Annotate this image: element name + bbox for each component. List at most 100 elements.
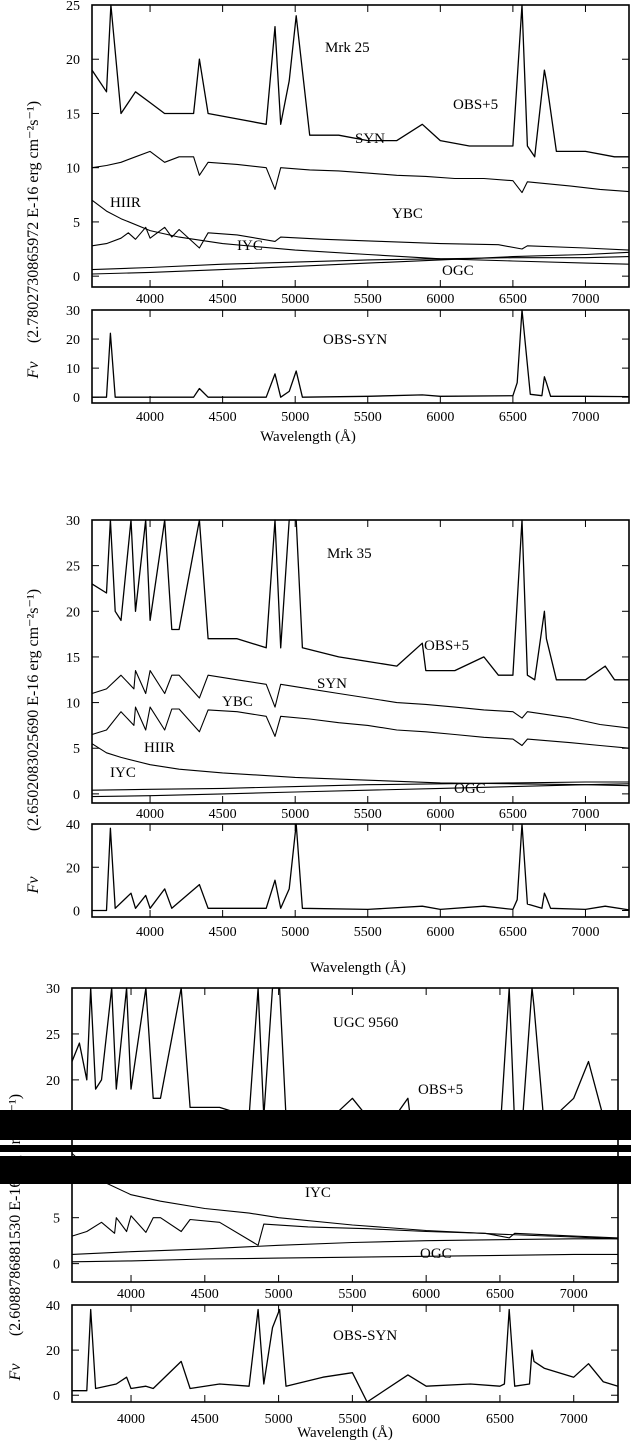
panel-mrk35: 4000 4500 5000 5500 6000 6500 7000 0 5 10 15 20 25 30… bbox=[25, 514, 630, 976]
ugc9560-lower-ytick-label: 40 bbox=[46, 1299, 60, 1314]
mrk25-upper-xtick-label: 4500 bbox=[209, 292, 237, 307]
mrk25-upper-xtick-label: 5000 bbox=[281, 292, 309, 307]
mrk25-upper-series-obs-5 bbox=[91, 4, 629, 158]
mrk25-upper-ytick-label: 20 bbox=[66, 53, 80, 68]
ugc9560-upper-xtick-label: 4500 bbox=[191, 1287, 219, 1302]
mrk35-upper-ytick-label: 30 bbox=[66, 514, 80, 529]
ugc9560-upper-series-ogc bbox=[71, 1253, 618, 1263]
mrk35-title: Mrk 35 bbox=[327, 546, 372, 562]
mrk35-lower-xtick-label: 4000 bbox=[136, 925, 164, 940]
mrk25-lower-xtick-label: 5500 bbox=[354, 410, 382, 425]
mrk25-ogc-label: OGC bbox=[442, 263, 474, 279]
ugc9560-upper-ytick-label: 0 bbox=[53, 1258, 60, 1273]
mrk35-xlabel: Wavelength (Å) bbox=[310, 960, 406, 976]
ugc9560-upper-plot: 4000 4500 5000 5500 6000 6500 7000 0 5 20 25 30 bbox=[46, 982, 619, 1302]
mrk35-syn-label: SYN bbox=[317, 676, 347, 692]
mrk35-upper-ytick-label: 0 bbox=[73, 788, 80, 803]
mrk35-upper-xtick-label: 6000 bbox=[426, 807, 454, 822]
ugc9560-upper-xtick-label: 5000 bbox=[265, 1287, 293, 1302]
mrk35-lower-xtick-label: 6000 bbox=[426, 925, 454, 940]
mrk25-upper-series-ogc bbox=[91, 251, 630, 275]
mrk35-lower-xtick-label: 6500 bbox=[499, 925, 527, 940]
mrk35-upper-ytick-label: 10 bbox=[66, 697, 80, 712]
mrk25-ybc-label: YBC bbox=[392, 206, 423, 222]
mrk25-lower-ytick-label: 30 bbox=[66, 304, 80, 319]
ugc9560-upper-ytick-label: 25 bbox=[46, 1028, 60, 1043]
mrk35-lower-series-obs-syn bbox=[92, 823, 630, 912]
ugc9560-lower-ytick-label: 0 bbox=[53, 1389, 60, 1404]
ugc9560-upper-ytick-label: 20 bbox=[46, 1074, 60, 1089]
ugc9560-lower-frame bbox=[71, 1304, 619, 1403]
mrk25-upper-frame bbox=[91, 4, 630, 288]
mrk35-hiir-label: HIIR bbox=[144, 740, 175, 756]
mrk25-lower-xtick-label: 7000 bbox=[571, 410, 599, 425]
mrk25-ylabel: (2.7802730865972 E-16 erg cm⁻²s⁻¹) bbox=[25, 101, 42, 343]
redaction-bar-top bbox=[0, 1110, 631, 1140]
mrk25-upper-xtick-label: 6000 bbox=[426, 292, 454, 307]
ugc9560-fnu-label: Fν bbox=[7, 1363, 24, 1382]
mrk35-upper-series-ogc bbox=[91, 783, 630, 798]
ugc9560-ogc-label: OGC bbox=[420, 1246, 452, 1262]
mrk25-upper-ytick-label: 5 bbox=[73, 216, 80, 231]
ugc9560-lower-xtick-label: 5500 bbox=[338, 1412, 366, 1427]
mrk35-upper-series-hiir bbox=[91, 743, 630, 787]
ugc9560-obs-label: OBS+5 bbox=[418, 1082, 463, 1098]
ugc9560-lower-xtick-label: 4500 bbox=[191, 1412, 219, 1427]
mrk35-upper-ytick-label: 20 bbox=[66, 605, 80, 620]
ugc9560-lower-plot: 4000 4500 5000 5500 6000 6500 7000 0 20 40 bbox=[46, 1299, 619, 1427]
mrk35-upper-ytick-label: 5 bbox=[73, 742, 80, 757]
mrk35-upper-plot: 4000 4500 5000 5500 6000 6500 7000 0 5 10 15 20 25 30 bbox=[66, 514, 630, 822]
mrk35-lower-ytick-label: 40 bbox=[66, 818, 80, 833]
mrk25-upper-ytick-label: 10 bbox=[66, 162, 80, 177]
mrk35-upper-series-ybc bbox=[91, 706, 630, 749]
mrk35-lower-frame bbox=[91, 823, 630, 918]
mrk35-lower-xtick-label: 4500 bbox=[209, 925, 237, 940]
ugc9560-upper-series-ybc bbox=[71, 1152, 619, 1240]
mrk25-hiir-label: HIIR bbox=[110, 195, 141, 211]
mrk35-lower-ytick-label: 20 bbox=[66, 861, 80, 876]
mrk25-lower-xtick-label: 6000 bbox=[426, 410, 454, 425]
ugc9560-iyc-label: IYC bbox=[305, 1185, 331, 1201]
mrk25-lower-frame bbox=[91, 309, 630, 404]
mrk25-fnu-label: Fν bbox=[25, 361, 42, 380]
mrk35-upper-xtick-label: 4500 bbox=[209, 807, 237, 822]
mrk25-lower-series-obs-syn bbox=[92, 309, 630, 398]
mrk35-upper-series-syn bbox=[91, 670, 630, 729]
ugc9560-upper-xtick-label: 4000 bbox=[117, 1287, 145, 1302]
mrk25-obs-syn-label: OBS-SYN bbox=[323, 332, 387, 348]
ugc9560-lower-xtick-label: 6000 bbox=[412, 1412, 440, 1427]
mrk25-lower-xtick-label: 4000 bbox=[136, 410, 164, 425]
mrk25-lower-xtick-label: 4500 bbox=[209, 410, 237, 425]
mrk25-lower-plot: 4000 4500 5000 5500 6000 6500 7000 0 10 20 30 bbox=[66, 304, 630, 425]
ugc9560-title: UGC 9560 bbox=[333, 1015, 398, 1031]
ugc9560-upper-series-syn bbox=[71, 1215, 619, 1246]
panel-mrk25: 4000 4500 5000 5500 6000 6500 7000 0 5 10 15 20 25 4… bbox=[25, 0, 630, 445]
mrk25-upper-series-ybc bbox=[91, 226, 630, 251]
mrk25-upper-series-hiir bbox=[91, 199, 630, 265]
ugc9560-lower-series-obs-syn bbox=[72, 1308, 619, 1403]
ugc9560-upper-xtick-label: 7000 bbox=[560, 1287, 588, 1302]
ugc9560-upper-ytick-label: 5 bbox=[53, 1212, 60, 1227]
mrk25-lower-xtick-label: 6500 bbox=[499, 410, 527, 425]
ugc9560-lower-xtick-label: 6500 bbox=[486, 1412, 514, 1427]
ugc9560-lower-xtick-label: 7000 bbox=[560, 1412, 588, 1427]
ugc9560-xlabel: Wavelength (Å) bbox=[297, 1425, 393, 1441]
mrk25-syn-label: SYN bbox=[355, 131, 385, 147]
mrk25-upper-ytick-label: 25 bbox=[66, 0, 80, 14]
mrk35-ogc-label: OGC bbox=[454, 781, 486, 797]
mrk25-upper-series-iyc bbox=[91, 256, 630, 271]
mrk35-obs-label: OBS+5 bbox=[424, 638, 469, 654]
mrk35-ybc-label: YBC bbox=[222, 694, 253, 710]
mrk25-iyc-label: IYC bbox=[237, 238, 263, 254]
mrk35-upper-xtick-label: 6500 bbox=[499, 807, 527, 822]
redaction-bars bbox=[0, 1110, 631, 1184]
mrk25-lower-ytick-label: 0 bbox=[73, 391, 80, 406]
redaction-bar-bottom bbox=[0, 1156, 631, 1184]
ugc9560-upper-xtick-label: 6500 bbox=[486, 1287, 514, 1302]
mrk25-upper-ytick-label: 0 bbox=[73, 270, 80, 285]
mrk35-upper-xtick-label: 4000 bbox=[136, 807, 164, 822]
mrk35-ylabel: (2.6502083025690 E-16 erg cm⁻²s⁻¹) bbox=[25, 589, 42, 831]
mrk35-lower-xtick-label: 7000 bbox=[571, 925, 599, 940]
